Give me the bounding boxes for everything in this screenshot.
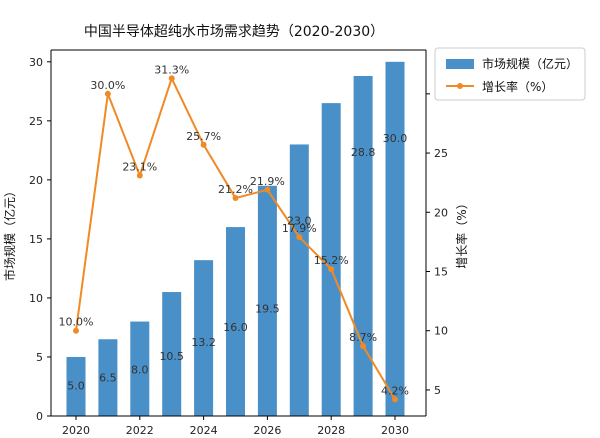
bar-label-2025: 16.0 — [223, 321, 248, 334]
growth-point-2029 — [360, 343, 367, 350]
y-right-tick-15: 15 — [434, 265, 448, 278]
growth-label-2023: 31.3% — [154, 63, 189, 76]
growth-point-2020 — [73, 327, 79, 334]
growth-label-2026: 21.9% — [250, 175, 285, 188]
growth-label-2020: 10.0% — [59, 316, 94, 329]
y-left-tick-10: 10 — [29, 292, 43, 305]
axes: 0510152025305101520253020202022202420262… — [29, 49, 448, 437]
x-tick-2026: 2026 — [253, 424, 281, 437]
bar-label-2021: 6.5 — [99, 371, 117, 384]
legend-marker-growth-rate — [457, 83, 463, 89]
bar-label-2027: 23.0 — [287, 214, 312, 227]
legend-swatch-market-size — [446, 59, 474, 69]
bar-2021 — [98, 339, 118, 416]
chart-title: 中国半导体超纯水市场需求趋势（2020-2030） — [84, 23, 384, 40]
y-right-tick-10: 10 — [434, 325, 448, 338]
growth-label-2027: 17.9% — [282, 222, 317, 235]
bar-2023 — [162, 292, 182, 416]
bar-2030 — [385, 61, 405, 416]
bar-2026 — [257, 185, 277, 416]
bar-label-2030: 30.0 — [383, 132, 408, 145]
x-tick-2022: 2022 — [126, 424, 154, 437]
x-tick-2020: 2020 — [62, 424, 90, 437]
bar-label-2024: 13.2 — [191, 336, 216, 349]
growth-point-2022 — [136, 172, 143, 179]
y-right-tick-25: 25 — [434, 147, 448, 160]
y-axis-right-label: 增长率（%） — [454, 197, 469, 268]
bar-2025 — [226, 227, 245, 416]
bar-label-2026: 19.5 — [255, 302, 280, 315]
growth-label-2029: 8.7% — [349, 331, 377, 344]
y-left-tick-5: 5 — [36, 351, 43, 364]
growth-point-2024 — [200, 141, 207, 148]
growth-point-2028 — [328, 266, 335, 273]
bar-2029 — [353, 75, 373, 417]
y-left-tick-0: 0 — [36, 410, 43, 423]
growth-point-2021 — [104, 90, 111, 97]
y-left-tick-15: 15 — [29, 233, 43, 246]
x-tick-2028: 2028 — [317, 424, 345, 437]
growth-label-2022: 23.1% — [122, 161, 157, 174]
growth-point-2026 — [264, 186, 271, 193]
y-left-tick-20: 20 — [29, 174, 43, 187]
x-tick-2030: 2030 — [381, 424, 409, 437]
y-left-tick-30: 30 — [29, 56, 43, 69]
legend-label-market-size: 市场规模（亿元） — [482, 56, 578, 71]
plot-area: 5.0 6.5 8.0 10.5 13.2 16.0 19.5 23.0 28.8 30.0 10.… — [59, 61, 409, 417]
legend-label-growth-rate: 增长率（%） — [482, 79, 553, 94]
y-right-tick-5: 5 — [434, 384, 441, 397]
legend: 市场规模（亿元） 增长率（%） — [434, 47, 586, 101]
x-tick-2024: 2024 — [190, 424, 218, 437]
y-left-tick-25: 25 — [29, 115, 43, 128]
bar-2020 — [66, 356, 86, 416]
growth-label-2024: 25.7% — [186, 130, 221, 143]
growth-point-2027 — [296, 234, 303, 241]
bar-2027 — [289, 144, 309, 417]
y-axis-left-label: 市场规模（亿元） — [2, 185, 17, 281]
growth-label-2025: 21.2% — [218, 183, 253, 196]
y-right-tick-20: 20 — [434, 206, 448, 219]
bar-label-2020: 5.0 — [67, 379, 85, 392]
bar-2022 — [130, 321, 150, 416]
bar-label-2022: 8.0 — [131, 363, 149, 376]
bar-label-2029: 28.8 — [351, 146, 376, 159]
growth-label-2021: 30.0% — [90, 79, 125, 92]
growth-label-2030: 4.2% — [381, 384, 409, 397]
bar-label-2023: 10.5 — [159, 350, 184, 363]
growth-point-2023 — [168, 75, 175, 82]
bar-2028 — [321, 103, 341, 417]
growth-label-2028: 15.2% — [314, 254, 349, 267]
growth-point-2030 — [392, 396, 398, 403]
growth-point-2025 — [232, 195, 239, 202]
bar-2024 — [194, 260, 214, 416]
